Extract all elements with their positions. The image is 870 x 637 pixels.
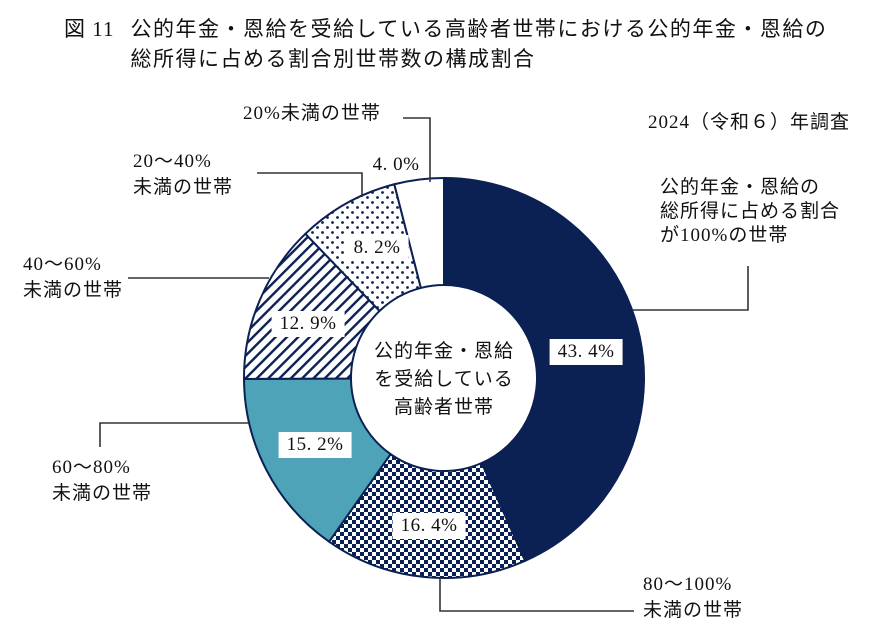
- callout-b20-40: 20～40% 未満の世帯: [133, 149, 233, 201]
- value-label-p100: 43. 4%: [549, 339, 623, 365]
- callout-b60-80-line1: 60～80%: [52, 457, 131, 478]
- figure-number: 図 11: [64, 17, 115, 41]
- value-label-b40-60: 12. 9%: [271, 311, 345, 337]
- figure-title-text: 公的年金・恩給を受給している高齢者世帯における公的年金・恩給の 総所得に占める割…: [130, 14, 827, 74]
- callout-p100-line3: が100%の世帯: [660, 225, 789, 246]
- callout-b40-60-line1: 40～60%: [23, 254, 102, 275]
- callout-p100-line2: 総所得に占める割合: [660, 201, 841, 222]
- connector-p100: [633, 266, 749, 311]
- callout-b60-80-line2: 未満の世帯: [52, 483, 153, 504]
- callout-b80-100-line1: 80～100%: [643, 574, 733, 595]
- value-label-b80-100: 16. 4%: [392, 513, 466, 539]
- callout-b40-60: 40～60% 未満の世帯: [23, 252, 123, 304]
- pie-slice-b60_80: [243, 377, 392, 543]
- callout-b40-60-line2: 未満の世帯: [23, 280, 124, 301]
- center-label-line2: を受給している: [374, 369, 514, 390]
- callout-p100: 公的年金・恩給の 総所得に占める割合 が100%の世帯: [660, 176, 840, 248]
- value-label-lt20: 4. 0%: [372, 154, 420, 175]
- center-label-line3: 高齢者世帯: [393, 397, 495, 418]
- donut-center-label: 公的年金・恩給 を受給している 高齢者世帯: [374, 338, 514, 422]
- callout-b80-100-line2: 未満の世帯: [643, 600, 744, 621]
- callout-lt20: 20%未満の世帯: [243, 101, 381, 127]
- figure-title-line1: 公的年金・恩給を受給している高齢者世帯における公的年金・恩給の: [130, 17, 828, 41]
- connector-lt20: [403, 117, 431, 182]
- callout-b20-40-line1: 20～40%: [133, 151, 212, 172]
- value-label-b20-40: 8. 2%: [345, 235, 409, 261]
- callout-b60-80: 60～80% 未満の世帯: [52, 455, 152, 507]
- pie-slice-lt20: [393, 177, 445, 289]
- pie-slice-p100: [443, 177, 646, 562]
- survey-year-note: 2024（令和６）年調査: [648, 112, 851, 133]
- callout-b80-100: 80～100% 未満の世帯: [643, 572, 743, 624]
- callout-b20-40-line2: 未満の世帯: [133, 177, 234, 198]
- connector-b80-100: [439, 578, 634, 612]
- connector-b60-80: [99, 422, 249, 447]
- figure-title: 図 11 公的年金・恩給を受給している高齢者世帯における公的年金・恩給の 総所得…: [64, 14, 827, 74]
- value-label-b60-80: 15. 2%: [278, 432, 352, 458]
- figure-title-line2: 総所得に占める割合別世帯数の構成割合: [130, 47, 536, 71]
- connector-b20-40: [257, 172, 363, 197]
- center-label-line1: 公的年金・恩給: [373, 341, 515, 362]
- callout-p100-line1: 公的年金・恩給の: [660, 177, 821, 198]
- callout-lt20-line1: 20%未満の世帯: [243, 103, 381, 124]
